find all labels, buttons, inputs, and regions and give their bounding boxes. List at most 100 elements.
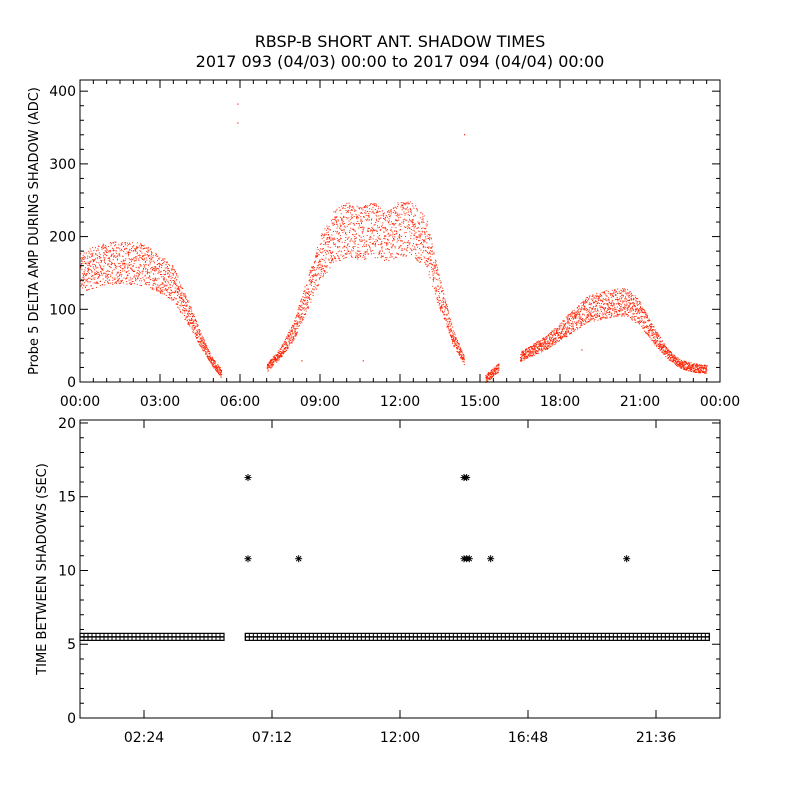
top-data-point xyxy=(271,362,273,364)
top-data-point xyxy=(128,252,130,254)
top-data-point xyxy=(537,346,539,347)
top-data-point xyxy=(204,347,206,349)
top-data-point xyxy=(341,218,343,220)
top-data-point xyxy=(127,252,129,254)
top-data-point xyxy=(463,356,465,358)
top-data-point xyxy=(154,278,156,280)
top-data-point xyxy=(535,344,537,346)
top-data-point xyxy=(549,338,551,339)
top-data-point xyxy=(446,321,448,323)
top-data-point xyxy=(186,315,188,317)
top-data-point xyxy=(195,332,197,334)
top-data-point xyxy=(530,353,532,355)
top-data-point xyxy=(426,260,428,262)
top-data-point xyxy=(355,237,357,239)
top-data-point xyxy=(553,333,555,335)
top-data-point xyxy=(573,328,575,330)
top-data-point xyxy=(192,331,194,333)
top-data-point xyxy=(536,350,538,352)
top-data-point xyxy=(458,343,460,345)
top-data-point xyxy=(205,345,207,346)
top-data-point xyxy=(448,325,450,327)
top-data-point xyxy=(279,348,281,350)
top-data-point xyxy=(112,247,113,249)
top-data-point xyxy=(559,323,561,325)
top-data-point xyxy=(406,202,408,204)
top-data-point xyxy=(567,316,569,318)
top-data-point xyxy=(347,224,349,226)
top-data-point xyxy=(589,319,591,321)
top-data-point xyxy=(112,270,114,272)
top-data-point xyxy=(551,343,553,345)
top-data-point xyxy=(217,367,219,369)
top-data-point xyxy=(398,237,400,239)
top-data-point xyxy=(670,359,672,361)
top-data-point xyxy=(426,242,428,244)
top-data-point xyxy=(459,347,461,349)
top-data-point xyxy=(385,219,386,221)
top-data-point xyxy=(279,357,281,359)
top-data-point xyxy=(165,294,167,296)
top-data-point xyxy=(407,211,409,213)
top-data-point xyxy=(310,280,312,282)
top-data-point xyxy=(455,343,456,345)
top-data-point xyxy=(157,272,159,274)
top-data-point xyxy=(559,328,561,330)
top-data-point xyxy=(427,238,429,239)
top-data-point xyxy=(379,251,381,253)
top-data-point xyxy=(659,345,661,347)
top-data-point xyxy=(346,252,348,254)
top-data-point xyxy=(606,312,608,314)
top-data-point xyxy=(365,205,367,206)
top-data-point xyxy=(106,278,108,280)
top-data-point xyxy=(368,238,370,240)
top-data-point xyxy=(214,367,216,369)
top-data-point xyxy=(114,282,116,284)
top-data-point xyxy=(366,252,368,254)
top-data-point xyxy=(295,329,297,331)
top-data-point xyxy=(116,258,118,260)
top-data-point xyxy=(653,337,655,339)
top-data-point xyxy=(104,261,105,263)
top-data-point xyxy=(304,300,305,302)
top-data-point xyxy=(185,296,187,298)
top-data-point xyxy=(602,307,604,309)
top-data-point xyxy=(568,322,570,323)
top-data-point xyxy=(433,252,435,254)
top-data-point xyxy=(145,247,147,249)
top-data-point xyxy=(461,352,463,354)
top-data-point xyxy=(659,346,661,348)
top-data-point xyxy=(177,304,179,305)
top-data-point xyxy=(572,329,574,331)
top-data-point xyxy=(568,323,570,325)
top-data-point xyxy=(416,209,418,211)
top-data-point xyxy=(427,261,429,263)
top-data-point xyxy=(630,308,632,310)
top-data-point xyxy=(607,305,609,307)
top-data-point xyxy=(164,267,166,269)
top-data-point xyxy=(498,367,500,369)
top-data-point xyxy=(329,236,331,238)
top-data-point xyxy=(620,289,622,291)
top-data-point xyxy=(390,243,392,245)
top-data-point xyxy=(91,270,93,272)
top-data-point xyxy=(612,309,613,311)
top-data-point xyxy=(450,319,452,321)
top-data-point xyxy=(164,293,165,295)
top-data-point xyxy=(389,256,391,258)
top-data-point xyxy=(566,318,568,319)
top-data-point xyxy=(327,237,329,238)
top-data-point xyxy=(81,263,82,265)
top-data-point xyxy=(598,296,600,298)
top-data-point xyxy=(107,264,109,266)
top-data-point xyxy=(580,322,582,324)
top-data-point xyxy=(92,263,94,265)
chart-title: RBSP-B SHORT ANT. SHADOW TIMES xyxy=(254,32,546,51)
top-data-point xyxy=(171,268,173,270)
top-data-point xyxy=(562,327,564,329)
top-data-point xyxy=(186,304,188,306)
top-data-point xyxy=(379,252,381,254)
top-data-point xyxy=(161,265,163,266)
top-data-point xyxy=(130,279,132,281)
top-data-point xyxy=(197,328,199,330)
